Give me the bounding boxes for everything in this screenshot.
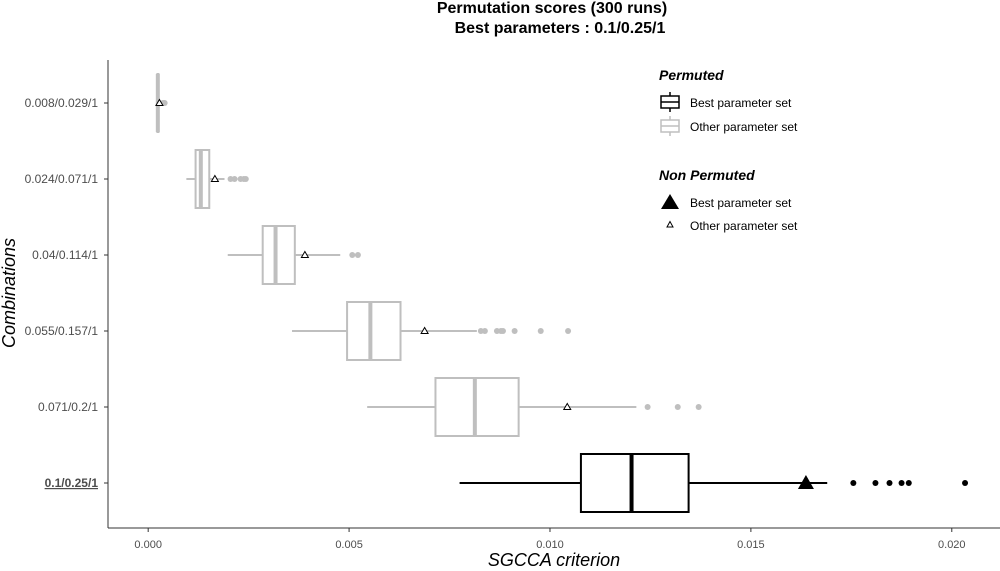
outlier-point	[962, 480, 969, 486]
outlier-point	[499, 328, 506, 334]
outlier-point	[695, 404, 702, 410]
x-tick-label: 0.010	[536, 539, 564, 551]
legend-key-nonpermuted-best	[661, 194, 679, 209]
boxplot-0-1-0-25-1	[459, 453, 969, 513]
observed-other-triangle	[210, 174, 220, 182]
x-axis-label: SGCCA criterion	[488, 550, 620, 570]
observed-other-triangle	[300, 250, 310, 258]
outlier-point	[674, 404, 681, 410]
outlier-point	[850, 480, 857, 486]
legend-title-nonpermuted: Non Permuted	[659, 167, 755, 183]
plot-area	[155, 73, 969, 513]
iqr-box	[434, 377, 520, 437]
y-axis-label: Combinations	[0, 238, 19, 348]
outlier-point	[644, 404, 651, 410]
y-tick-label: 0.008/0.029/1	[25, 96, 99, 110]
y-tick-label: 0.024/0.071/1	[25, 172, 99, 186]
iqr-box	[346, 301, 402, 361]
observed-best-triangle	[797, 475, 814, 489]
outlier-point	[354, 252, 361, 258]
outlier-point	[242, 176, 249, 182]
observed-other-triangle	[562, 402, 572, 410]
x-tick-label: 0.020	[938, 539, 966, 551]
chart-title-line1: Permutation scores (300 runs)	[437, 0, 667, 17]
legend-key-permuted-other	[660, 116, 680, 136]
legend-key-permuted-best	[660, 92, 680, 112]
boxplot-0-008-0-029-1	[155, 73, 168, 133]
legend-label-nonpermuted-best: Best parameter set	[690, 196, 792, 210]
iqr-box	[261, 225, 296, 285]
legend-label-permuted-best: Best parameter set	[690, 96, 792, 110]
boxplot-0-055-0-157-1	[292, 301, 572, 361]
outlier-point	[537, 328, 544, 334]
chart-title-line2: Best parameters : 0.1/0.25/1	[455, 20, 666, 37]
outlier-point	[231, 176, 238, 182]
x-tick-label: 0.015	[737, 539, 765, 551]
boxplot-0-071-0-2-1	[367, 377, 702, 437]
outlier-point	[565, 328, 572, 334]
observed-other-triangle	[155, 98, 164, 106]
y-tick-label: 0.055/0.157/1	[25, 324, 99, 338]
iqr-box	[579, 453, 690, 513]
axes: 0.008/0.029/1 0.024/0.071/1 0.04/0.114/1 0.…	[25, 96, 966, 551]
boxplot-0-024-0-071-1	[186, 149, 249, 209]
legend-title-permuted: Permuted	[659, 67, 724, 83]
observed-other-triangle	[420, 326, 429, 334]
legend-key-nonpermuted-other	[666, 220, 674, 228]
legend-label-nonpermuted-other: Other parameter set	[690, 219, 798, 233]
legend-label-permuted-other: Other parameter set	[690, 120, 798, 134]
outlier-point	[349, 252, 356, 258]
y-tick-label: 0.071/0.2/1	[38, 400, 98, 414]
boxplot-0-04-0-114-1	[227, 225, 361, 285]
x-tick-label: 0.005	[335, 539, 363, 551]
legend: Permuted Best parameter set Other parame…	[659, 67, 798, 233]
y-tick-label: 0.1/0.25/1	[45, 476, 99, 490]
outlier-point	[905, 480, 912, 486]
outlier-point	[511, 328, 518, 334]
y-tick-label: 0.04/0.114/1	[32, 248, 98, 262]
x-tick-label: 0.000	[134, 539, 162, 551]
outlier-point	[481, 328, 488, 334]
outlier-point	[161, 100, 168, 106]
outlier-point	[898, 480, 905, 486]
outlier-point	[872, 480, 879, 486]
outlier-point	[886, 480, 893, 486]
